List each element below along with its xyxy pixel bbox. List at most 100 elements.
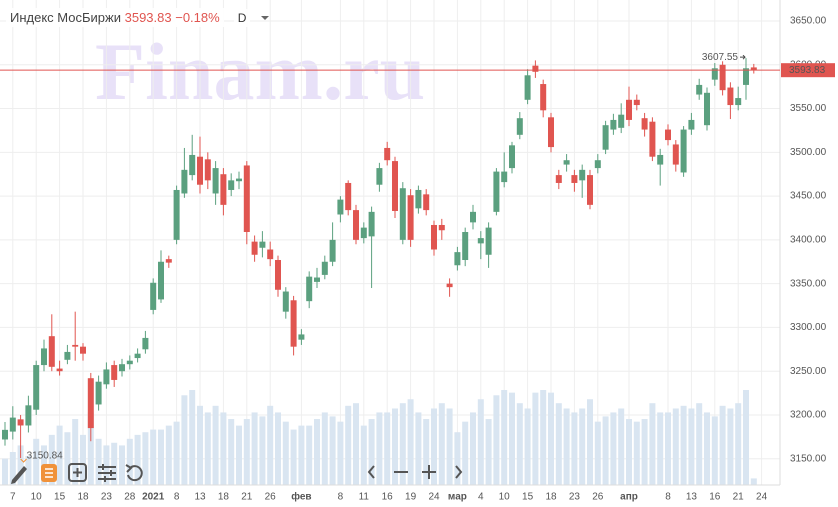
candle-body: [477, 238, 484, 244]
x-tick-label: 21: [733, 492, 745, 503]
volume-bar: [126, 438, 133, 485]
volume-bar: [236, 425, 242, 485]
zoom-in[interactable]: [422, 465, 436, 479]
candle-body: [17, 419, 24, 426]
candle-body: [649, 121, 656, 157]
volume-bar: [594, 421, 601, 485]
candle-body: [548, 117, 554, 148]
volume-bar: [727, 408, 734, 485]
volume-bar: [563, 408, 570, 485]
volume-bar: [711, 416, 718, 485]
candle-body: [415, 189, 422, 209]
candle-body: [641, 118, 648, 130]
undo-icon[interactable]: [127, 465, 143, 482]
y-tick-label: 3400.00: [790, 235, 827, 246]
x-tick-label: 18: [77, 492, 89, 503]
volume-bar: [407, 399, 414, 485]
volume-bar: [360, 425, 367, 485]
y-tick-label: 3200.00: [790, 410, 827, 421]
candle-body: [314, 277, 320, 282]
candle-body: [64, 351, 71, 360]
candle-body: [626, 99, 632, 120]
candle-body: [212, 168, 219, 194]
volume-bar: [579, 408, 586, 485]
y-tick-label: 3300.00: [790, 322, 827, 333]
candle-body: [524, 75, 531, 100]
pencil-icon[interactable]: [11, 466, 27, 484]
volume-bar: [657, 412, 664, 485]
candle-body: [462, 231, 469, 261]
volume-bar: [197, 405, 203, 485]
x-tick-label: 23: [569, 492, 581, 503]
scroll-left[interactable]: [367, 465, 375, 479]
volume-bar: [329, 416, 336, 485]
volume-bar: [48, 434, 55, 485]
x-tick-label: 24: [756, 492, 768, 503]
volume-bar: [680, 405, 687, 485]
candle-body: [41, 348, 47, 366]
volume-bar: [423, 419, 430, 485]
dropdown-arrow[interactable]: [260, 14, 270, 22]
x-tick-label: 15: [54, 492, 66, 503]
scroll-right[interactable]: [455, 465, 463, 479]
y-tick-label: 3350.00: [790, 278, 827, 289]
candle-body: [103, 369, 110, 385]
x-tick-label: 19: [405, 492, 417, 503]
candle-body: [446, 283, 453, 288]
volume-bar: [524, 408, 531, 485]
candle-body: [376, 168, 383, 185]
volume-bar: [243, 419, 250, 485]
x-tick-label: 13: [194, 492, 206, 503]
volume-bar: [509, 392, 515, 485]
candle-body: [633, 99, 640, 106]
candle-body: [306, 276, 313, 302]
instrument-name: Индекс МосБиржи: [10, 10, 121, 25]
volume-bar: [610, 412, 617, 485]
candle-body: [485, 227, 492, 255]
candle-body: [158, 261, 164, 300]
volume-bar: [72, 419, 79, 485]
volume-bar: [251, 412, 258, 485]
candle-body: [126, 360, 133, 365]
add-icon[interactable]: [68, 463, 87, 482]
volume-bar: [259, 416, 266, 485]
volume-bar: [384, 412, 391, 485]
candle-body: [743, 68, 749, 85]
volume-bar: [56, 425, 63, 485]
toolbar: [11, 463, 463, 484]
volume-bar: [9, 452, 16, 485]
change: −0.18%: [175, 10, 220, 25]
candle-body: [204, 159, 211, 181]
candle-body: [610, 119, 617, 130]
volume-bar: [314, 419, 320, 485]
candle-body: [9, 417, 16, 432]
candle-body: [696, 84, 703, 95]
volume-bar: [454, 432, 461, 485]
candle-body: [672, 144, 679, 165]
volume-bar: [80, 434, 86, 485]
volume-bar: [501, 390, 508, 485]
candle-body: [25, 405, 32, 426]
watermark: Finam.ru: [95, 26, 425, 117]
candle-body: [111, 365, 118, 380]
x-tick-label: 10: [499, 492, 511, 503]
volume-bar: [228, 419, 235, 485]
volume-bar: [431, 408, 437, 485]
volume-bar: [633, 421, 640, 485]
x-tick-label: 18: [218, 492, 230, 503]
volume-bar: [376, 412, 383, 485]
volume-bar: [618, 408, 625, 485]
timeframe[interactable]: D: [233, 8, 251, 27]
candle-body: [345, 182, 352, 211]
volume-bar: [353, 403, 359, 485]
x-tick-label: 23: [101, 492, 113, 503]
y-tick-label: 3450.00: [790, 191, 827, 202]
candle-body: [563, 160, 570, 165]
candle-body: [173, 189, 180, 240]
settings-icon[interactable]: [98, 464, 116, 482]
x-tick-label: 4: [478, 492, 484, 503]
candle-body: [290, 300, 297, 347]
candle-body: [142, 337, 149, 350]
volume-bar: [672, 408, 679, 485]
candle-body: [236, 178, 242, 182]
